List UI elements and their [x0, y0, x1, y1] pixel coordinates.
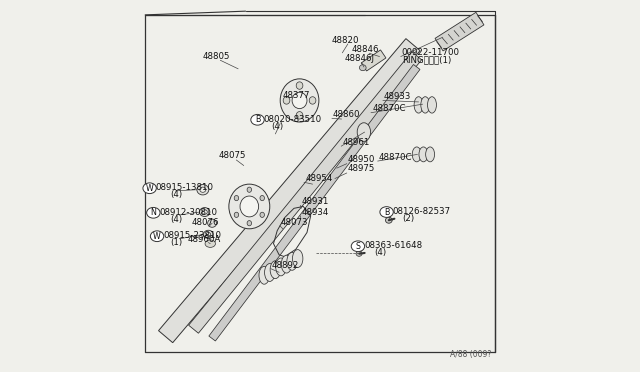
- Ellipse shape: [351, 241, 365, 251]
- Ellipse shape: [200, 187, 206, 192]
- Ellipse shape: [251, 115, 264, 125]
- Ellipse shape: [292, 92, 307, 109]
- Ellipse shape: [205, 240, 216, 247]
- Text: 48820: 48820: [331, 36, 358, 45]
- Text: 48870C: 48870C: [379, 153, 412, 162]
- Ellipse shape: [260, 212, 264, 217]
- Text: RINGリング(1): RINGリング(1): [402, 55, 451, 64]
- Text: 08020-83510: 08020-83510: [264, 115, 321, 124]
- Text: (2): (2): [402, 214, 414, 223]
- Text: 48934: 48934: [301, 208, 329, 217]
- Text: (4): (4): [170, 215, 182, 224]
- Text: 48954: 48954: [305, 174, 333, 183]
- Text: (4): (4): [271, 122, 284, 131]
- Text: 48975: 48975: [348, 164, 375, 173]
- Text: 48860: 48860: [333, 110, 360, 119]
- Text: 48960A: 48960A: [188, 235, 221, 244]
- Ellipse shape: [412, 147, 421, 162]
- Ellipse shape: [419, 147, 428, 162]
- Ellipse shape: [259, 266, 269, 284]
- Text: B: B: [255, 115, 260, 124]
- Ellipse shape: [380, 207, 394, 217]
- Ellipse shape: [234, 195, 239, 201]
- Ellipse shape: [385, 217, 392, 223]
- Ellipse shape: [428, 97, 436, 113]
- Ellipse shape: [240, 196, 259, 217]
- Polygon shape: [435, 12, 484, 51]
- Text: 48075: 48075: [219, 151, 246, 160]
- Polygon shape: [209, 64, 420, 341]
- Ellipse shape: [200, 208, 210, 217]
- Ellipse shape: [287, 252, 298, 270]
- Text: S: S: [355, 242, 360, 251]
- Ellipse shape: [247, 187, 252, 192]
- Text: B: B: [384, 208, 389, 217]
- Text: W: W: [146, 184, 154, 193]
- Text: 08915-13810: 08915-13810: [156, 183, 214, 192]
- Text: 48892: 48892: [271, 261, 299, 270]
- Text: 48073: 48073: [281, 218, 308, 227]
- Ellipse shape: [147, 208, 160, 218]
- Text: 48076: 48076: [191, 218, 219, 227]
- Text: 08915-23810: 08915-23810: [163, 231, 221, 240]
- Ellipse shape: [202, 210, 207, 214]
- Ellipse shape: [360, 65, 366, 71]
- Text: 48950: 48950: [348, 155, 375, 164]
- Polygon shape: [361, 50, 386, 71]
- Ellipse shape: [234, 212, 239, 217]
- Ellipse shape: [426, 147, 435, 162]
- Text: 48805: 48805: [203, 52, 230, 61]
- Text: A/88 (009?: A/88 (009?: [450, 350, 491, 359]
- Polygon shape: [189, 52, 422, 333]
- Ellipse shape: [247, 221, 252, 226]
- Ellipse shape: [260, 195, 264, 201]
- Text: 08912-30810: 08912-30810: [159, 208, 218, 217]
- Ellipse shape: [421, 97, 429, 113]
- Text: N: N: [150, 208, 156, 217]
- Ellipse shape: [296, 82, 303, 89]
- Ellipse shape: [414, 97, 423, 113]
- Ellipse shape: [204, 230, 213, 238]
- Text: 48846J: 48846J: [344, 54, 374, 63]
- Text: 48933: 48933: [384, 92, 412, 101]
- Text: 48870C: 48870C: [372, 105, 406, 113]
- Text: (4): (4): [170, 190, 182, 199]
- Ellipse shape: [143, 183, 156, 193]
- Ellipse shape: [357, 123, 371, 141]
- Ellipse shape: [197, 185, 209, 195]
- Text: (1): (1): [170, 238, 182, 247]
- Polygon shape: [159, 39, 420, 343]
- Ellipse shape: [206, 232, 211, 236]
- Ellipse shape: [283, 97, 290, 104]
- Ellipse shape: [282, 255, 292, 273]
- Text: 08126-82537: 08126-82537: [392, 207, 451, 216]
- Text: 48931: 48931: [301, 198, 329, 206]
- Ellipse shape: [264, 263, 275, 281]
- Ellipse shape: [280, 79, 319, 122]
- Ellipse shape: [207, 219, 216, 227]
- Ellipse shape: [150, 231, 164, 241]
- Ellipse shape: [276, 258, 286, 276]
- Ellipse shape: [309, 97, 316, 104]
- Text: (4): (4): [374, 248, 387, 257]
- Ellipse shape: [296, 112, 303, 119]
- Text: 48377: 48377: [283, 92, 310, 100]
- Ellipse shape: [356, 251, 362, 256]
- Text: 48961: 48961: [342, 138, 370, 147]
- Text: W: W: [153, 232, 161, 241]
- Ellipse shape: [270, 261, 280, 279]
- Text: 08363-61648: 08363-61648: [364, 241, 422, 250]
- Text: 48846: 48846: [351, 45, 379, 54]
- Ellipse shape: [292, 250, 303, 267]
- Text: 00922-11700: 00922-11700: [402, 48, 460, 57]
- Ellipse shape: [229, 184, 270, 229]
